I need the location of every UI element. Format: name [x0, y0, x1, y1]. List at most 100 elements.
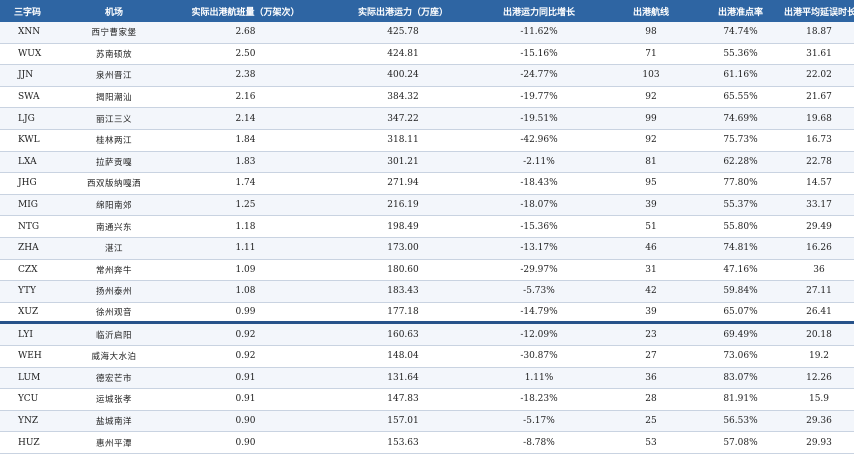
cell-flights: 1.84: [235, 135, 256, 146]
cell-flights: 2.68: [235, 27, 256, 38]
cell-flights: 2.38: [235, 70, 256, 81]
cell-code: YNZ: [18, 415, 39, 426]
cell-capacity-growth: -42.96%: [520, 135, 558, 146]
cell-capacity: 148.04: [387, 351, 419, 362]
cell-capacity-growth: -15.16%: [520, 48, 558, 59]
cell-airport: 盐城南洋: [95, 416, 132, 427]
cell-code: KWL: [18, 135, 40, 146]
cell-capacity: 177.18: [387, 307, 419, 318]
cell-ontime: 69.49%: [723, 329, 758, 340]
cell-delay: 26.41: [806, 307, 832, 318]
cell-airport: 桂林两江: [95, 136, 132, 147]
cell-delay: 22.02: [806, 70, 832, 81]
cell-code: JJN: [18, 70, 34, 81]
cell-code: YTY: [18, 286, 36, 297]
header-capacity: 实际出港运力（万座）: [357, 7, 448, 18]
table-row: WEH 威海大水泊 0.92 148.04 -30.87% 27 73.06% 19.2: [0, 346, 854, 368]
cell-capacity-growth: -18.23%: [520, 394, 558, 405]
cell-routes: 28: [645, 394, 657, 405]
table-row: HUZ 惠州平潭 0.90 153.63 -8.78% 53 57.08% 29.93: [0, 432, 854, 454]
cell-capacity-growth: -5.73%: [523, 286, 555, 297]
cell-delay: 14.57: [806, 178, 832, 189]
table-row: XUZ 徐州观音 0.99 177.18 -14.79% 39 65.07% 26.41: [0, 303, 854, 325]
table-row: SWA 揭阳潮汕 2.16 384.32 -19.77% 92 65.55% 21.67: [0, 87, 854, 109]
cell-routes: 92: [645, 135, 657, 146]
cell-airport: 西宁曹家堡: [91, 28, 137, 39]
cell-airport: 常州奔牛: [95, 265, 132, 276]
header-flights: 实际出港航班量（万架次）: [191, 7, 300, 18]
cell-delay: 31.61: [806, 48, 832, 59]
cell-code: JHG: [18, 178, 37, 189]
table-row: JJN 泉州晋江 2.38 400.24 -24.77% 103 61.16% 22.02: [0, 65, 854, 87]
cell-code: HUZ: [18, 437, 40, 448]
table-body: XNN 西宁曹家堡 2.68 425.78 -11.62% 98 74.74% 18.87 WU…: [0, 22, 854, 454]
cell-capacity: 147.83: [387, 394, 419, 405]
cell-flights: 0.91: [235, 372, 256, 383]
cell-routes: 99: [645, 113, 657, 124]
cell-code: SWA: [18, 92, 40, 103]
cell-delay: 19.2: [808, 351, 830, 362]
cell-capacity-growth: -24.77%: [520, 70, 558, 81]
cell-flights: 2.14: [235, 113, 256, 124]
table-row: MIG 绵阳南郊 1.25 216.19 -18.07% 39 55.37% 33.17: [0, 194, 854, 217]
cell-routes: 36: [645, 372, 657, 383]
cell-capacity-growth: -11.62%: [520, 27, 558, 38]
cell-capacity: 424.81: [387, 48, 419, 59]
cell-routes: 98: [645, 27, 657, 38]
cell-flights: 1.11: [235, 243, 256, 254]
cell-airport: 南通兴东: [95, 222, 132, 233]
cell-capacity: 198.49: [387, 221, 419, 232]
cell-airport: 扬州泰州: [95, 287, 132, 298]
cell-routes: 53: [645, 437, 657, 448]
table-row: CZX 常州奔牛 1.09 180.60 -29.97% 31 47.16% 36: [0, 260, 854, 282]
cell-flights: 0.92: [235, 351, 256, 362]
cell-capacity-growth: -19.51%: [520, 113, 558, 124]
cell-flights: 0.99: [235, 307, 256, 318]
cell-capacity-growth: 1.11%: [524, 372, 554, 383]
table-header: 三字码 机场 实际出港航班量（万架次） 实际出港运力（万座） 出港运力同比增长 …: [0, 0, 854, 22]
cell-delay: 20.18: [806, 329, 832, 340]
cell-delay: 16.73: [806, 135, 832, 146]
table-row: ZHA 湛江 1.11 173.00 -13.17% 46 74.81% 16.26: [0, 237, 854, 260]
header-airport: 机场: [104, 7, 123, 18]
cell-airport: 苏南硕放: [95, 49, 132, 60]
cell-capacity-growth: -18.43%: [520, 178, 558, 189]
table-row: LXA 拉萨贡嘎 1.83 301.21 -2.11% 81 62.28% 22.78: [0, 151, 854, 174]
cell-delay: 29.49: [806, 221, 832, 232]
table-row: KWL 桂林两江 1.84 318.11 -42.96% 92 75.73% 16.73: [0, 130, 854, 152]
cell-routes: 103: [642, 70, 660, 81]
cell-capacity: 157.01: [387, 415, 419, 426]
cell-code: LJG: [18, 113, 35, 124]
cell-delay: 29.36: [806, 415, 832, 426]
cell-capacity-growth: -2.11%: [523, 156, 555, 167]
table-row: LUM 德宏芒市 0.91 131.64 1.11% 36 83.07% 12.26: [0, 367, 854, 390]
cell-airport: 徐州观音: [95, 308, 132, 319]
cell-code: LUM: [18, 372, 41, 383]
cell-ontime: 55.80%: [723, 221, 758, 232]
table-row: YTY 扬州泰州 1.08 183.43 -5.73% 42 59.84% 27.11: [0, 281, 854, 303]
cell-code: MIG: [18, 200, 38, 211]
cell-flights: 1.18: [235, 221, 256, 232]
cell-ontime: 81.91%: [723, 394, 758, 405]
cell-capacity-growth: -12.09%: [520, 329, 558, 340]
cell-ontime: 56.53%: [723, 415, 758, 426]
cell-ontime: 47.16%: [723, 264, 758, 275]
cell-capacity: 301.21: [387, 156, 419, 167]
cell-ontime: 55.36%: [723, 48, 758, 59]
cell-flights: 1.25: [235, 200, 256, 211]
cell-code: WUX: [18, 48, 42, 59]
cell-code: YCU: [18, 394, 39, 405]
cell-ontime: 74.69%: [723, 113, 758, 124]
cell-capacity-growth: -5.17%: [523, 415, 555, 426]
cell-ontime: 65.07%: [723, 307, 758, 318]
header-routes: 出港航线: [632, 7, 669, 18]
cell-airport: 威海大水泊: [91, 352, 137, 363]
cell-flights: 1.74: [235, 178, 256, 189]
cell-ontime: 57.08%: [723, 437, 758, 448]
cell-routes: 92: [645, 92, 657, 103]
cell-routes: 25: [645, 415, 657, 426]
cell-ontime: 75.73%: [723, 135, 758, 146]
cell-delay: 27.11: [806, 286, 832, 297]
table-row: NTG 南通兴东 1.18 198.49 -15.36% 51 55.80% 29.49: [0, 216, 854, 238]
cell-airport: 绵阳南郊: [95, 201, 132, 212]
